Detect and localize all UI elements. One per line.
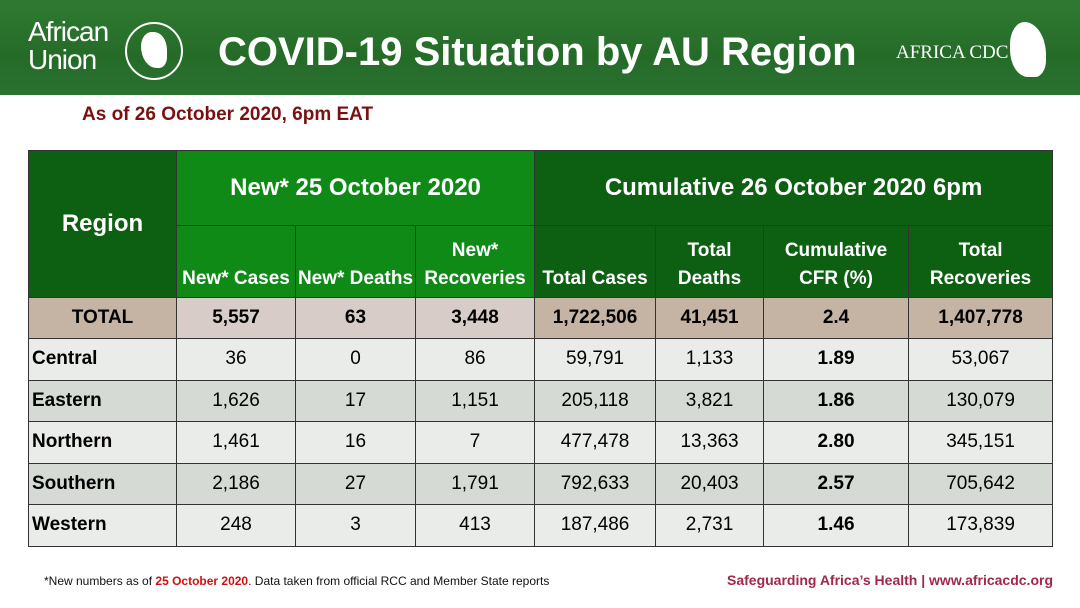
african-union-logo: African Union	[28, 16, 109, 75]
column-header: New* Cases	[176, 225, 296, 298]
table-cell: 1,791	[414, 462, 536, 505]
table-cell: 130,079	[908, 379, 1054, 422]
region-table: Region New* 25 October 2020 Cumulative 2…	[28, 150, 1054, 547]
region-name: Southern	[28, 462, 177, 505]
table-cell: 16	[295, 421, 416, 464]
table-cell: 187,486	[534, 504, 657, 547]
table-cell: 17	[295, 379, 416, 422]
table-cell: 345,151	[908, 421, 1054, 464]
table-cell: 36	[176, 338, 296, 381]
table-cell: 1.46	[763, 504, 910, 547]
table-cell: 7	[414, 421, 536, 464]
region-name: Northern	[28, 421, 177, 464]
table-cell: 1,461	[176, 421, 296, 464]
table-row: Eastern 1,626 17 1,151 205,118 3,821 1.86 130,0…	[28, 379, 1054, 422]
region-name: Eastern	[28, 379, 177, 422]
total-row: TOTAL 5,557 63 3,448 1,722,506 41,451 2.4 1,407…	[28, 297, 1054, 339]
table-cell: 27	[295, 462, 416, 505]
column-header: Total Recoveries	[908, 225, 1054, 298]
table-cell: 1.89	[763, 338, 910, 381]
header-banner: African Union COVID-19 Situation by AU Re…	[0, 0, 1080, 95]
region-name: Central	[28, 338, 177, 381]
footnote: *New numbers as of 25 October 2020. Data…	[44, 574, 550, 588]
table-cell: 248	[176, 504, 296, 547]
table-cell: 3,821	[655, 379, 765, 422]
table-cell: 413	[414, 504, 536, 547]
table-cell: 20,403	[655, 462, 765, 505]
column-header: Total Deaths	[655, 225, 765, 298]
table-cell: 705,642	[908, 462, 1054, 505]
africa-globe-icon	[125, 22, 183, 80]
table-cell: 173,839	[908, 504, 1054, 547]
table-cell: 1,151	[414, 379, 536, 422]
table-cell: 2.80	[763, 421, 910, 464]
table-cell: 792,633	[534, 462, 657, 505]
table-cell: 1,133	[655, 338, 765, 381]
page-title: COVID-19 Situation by AU Region	[218, 30, 857, 74]
table-cell: 477,478	[534, 421, 657, 464]
table-cell: 2.57	[763, 462, 910, 505]
table-cell: 0	[295, 338, 416, 381]
table-cell: 1,626	[176, 379, 296, 422]
table-cell: 2,186	[176, 462, 296, 505]
new-group-header: New* 25 October 2020	[175, 150, 536, 226]
table-cell: 13,363	[655, 421, 765, 464]
table-cell: 59,791	[534, 338, 657, 381]
table-row: Western 248 3 413 187,486 2,731 1.46 173,839	[28, 504, 1054, 547]
total-cell: 41,451	[655, 297, 765, 339]
total-cell: 2.4	[763, 297, 910, 339]
region-name: Western	[28, 504, 177, 547]
column-header: New* Deaths	[295, 225, 416, 298]
table-cell: 53,067	[908, 338, 1054, 381]
africa-map-icon	[1010, 22, 1046, 77]
table-cell: 3	[295, 504, 416, 547]
total-cell: 1,407,778	[908, 297, 1054, 339]
total-cell: 63	[295, 297, 416, 339]
table-cell: 205,118	[534, 379, 657, 422]
region-header: Region	[28, 150, 177, 298]
column-header: Cumulative CFR (%)	[763, 225, 910, 298]
column-header: New* Recoveries	[414, 225, 536, 298]
total-cell: 5,557	[176, 297, 296, 339]
table-cell: 2,731	[655, 504, 765, 547]
total-label: TOTAL	[28, 297, 177, 339]
table-row: Central 36 0 86 59,791 1,133 1.89 53,067	[28, 338, 1054, 381]
table-row: Southern 2,186 27 1,791 792,633 20,403 2.57 705…	[28, 462, 1054, 505]
as-of-date: As of 26 October 2020, 6pm EAT	[82, 104, 374, 125]
table-cell: 86	[414, 338, 536, 381]
column-header: Total Cases	[534, 225, 657, 298]
cumulative-group-header: Cumulative 26 October 2020 6pm	[534, 150, 1054, 226]
total-cell: 1,722,506	[534, 297, 657, 339]
table-cell: 1.86	[763, 379, 910, 422]
table-row: Northern 1,461 16 7 477,478 13,363 2.80 345,151	[28, 421, 1054, 464]
total-cell: 3,448	[414, 297, 536, 339]
tagline: Safeguarding Africa’s Health | www.afric…	[727, 572, 1053, 588]
africa-cdc-logo: AFRICA CDC	[896, 42, 1009, 63]
